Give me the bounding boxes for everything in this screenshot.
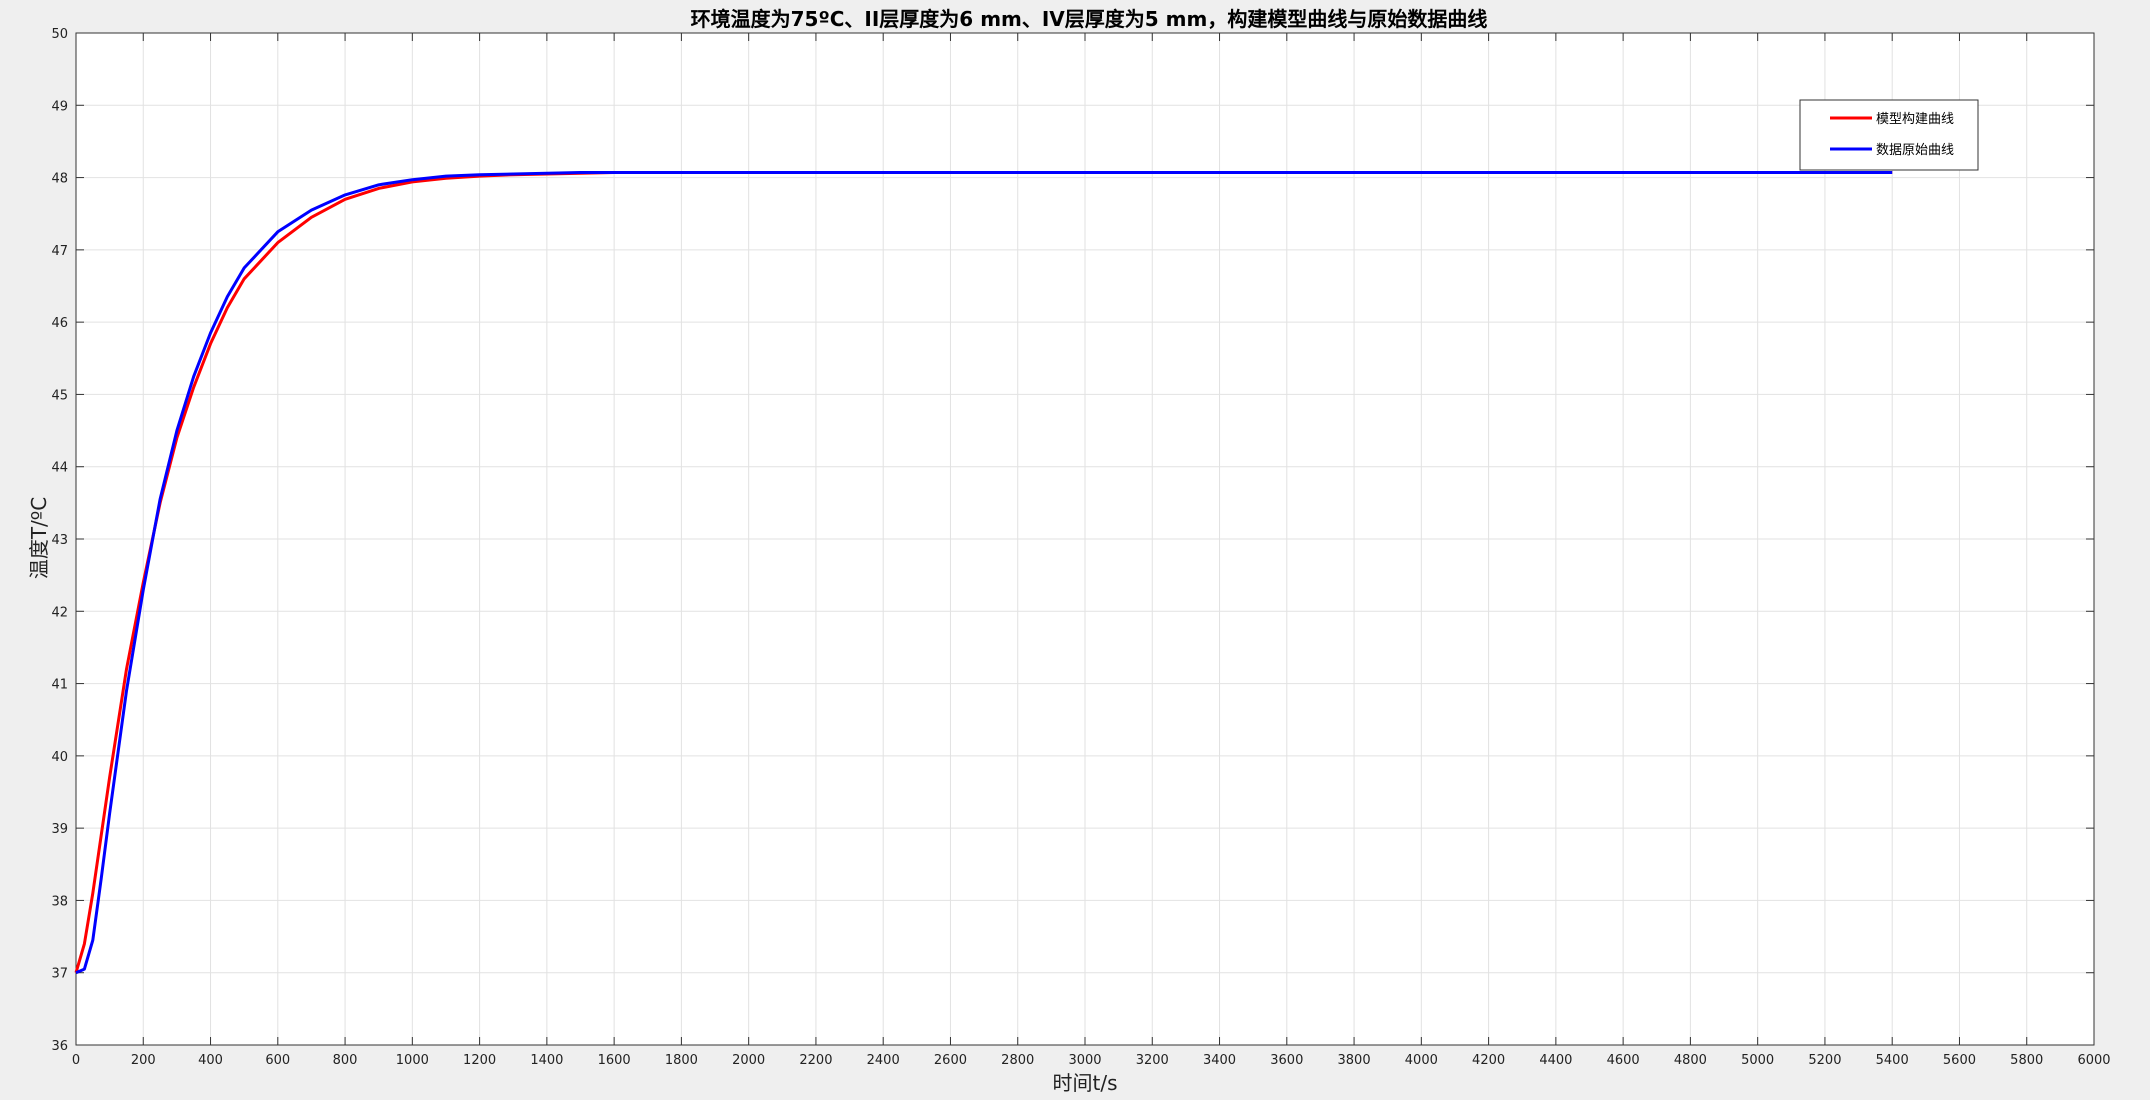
x-tick-label: 5000 [1741,1053,1774,1068]
x-tick-label: 2800 [1001,1053,1034,1068]
y-tick-label: 39 [51,822,68,837]
x-tick-label: 1800 [665,1053,698,1068]
x-tick-label: 1000 [396,1053,429,1068]
x-tick-label: 4000 [1405,1053,1438,1068]
y-tick-label: 47 [51,244,68,259]
legend-box [1799,99,1979,171]
y-tick-label: 49 [51,99,68,114]
x-tick-label: 3200 [1136,1053,1169,1068]
x-tick-label: 4600 [1607,1053,1640,1068]
x-tick-label: 5600 [1943,1053,1976,1068]
x-tick-label: 6000 [2077,1053,2110,1068]
x-axis-label: 时间t/s [1053,1071,1118,1095]
y-tick-label: 50 [51,27,68,42]
y-tick-label: 46 [51,316,68,331]
y-tick-label: 40 [51,750,68,765]
y-tick-label: 45 [51,388,68,403]
chart-title: 环境温度为75ºC、II层厚度为6 mm、IV层厚度为5 mm，构建模型曲线与原… [691,7,1488,31]
y-tick-label: 38 [51,894,68,909]
x-tick-label: 800 [333,1053,358,1068]
plot-area: 0 200 400 600 800 1000 1200 1400 1600 1800 2000 220… [51,27,2110,1068]
x-tick-label: 5200 [1808,1053,1841,1068]
x-tick-label: 4800 [1674,1053,1707,1068]
legend-label-model: 模型构建曲线 [1876,112,1954,127]
x-tick-label: 1600 [598,1053,631,1068]
x-tick-label: 2400 [867,1053,900,1068]
x-tick-label: 1400 [530,1053,563,1068]
legend-label-data: 数据原始曲线 [1876,143,1954,158]
x-tick-label: 600 [265,1053,290,1068]
y-tick-label: 42 [51,605,68,620]
x-tick-label: 5800 [2010,1053,2043,1068]
x-tick-label: 3800 [1338,1053,1371,1068]
x-tick-label: 4400 [1539,1053,1572,1068]
x-tick-label: 1200 [463,1053,496,1068]
x-tick-label: 2600 [934,1053,967,1068]
y-tick-label: 41 [51,678,68,693]
x-tick-label: 4200 [1472,1053,1505,1068]
x-tick-label: 5400 [1876,1053,1909,1068]
x-tick-label: 3600 [1270,1053,1303,1068]
y-axis-label: 温度T/ºC [27,497,51,579]
x-tick-label: 400 [198,1053,223,1068]
y-tick-label: 37 [51,967,68,982]
x-tick-label: 2000 [732,1053,765,1068]
y-tick-label: 44 [51,461,68,476]
series-line-data [75,171,1893,975]
x-tick-label: 3400 [1203,1053,1236,1068]
x-tick-label: 200 [131,1053,156,1068]
axes-frame [75,32,2095,1046]
x-tick-label: 0 [72,1053,80,1068]
x-tick-label: 3000 [1068,1053,1101,1068]
x-tick-label: 2200 [799,1053,832,1068]
y-tick-label: 36 [51,1039,68,1054]
legend: 模型构建曲线 数据原始曲线 [1799,99,1979,171]
y-tick-label: 43 [51,533,68,548]
y-tick-label: 48 [51,172,68,187]
